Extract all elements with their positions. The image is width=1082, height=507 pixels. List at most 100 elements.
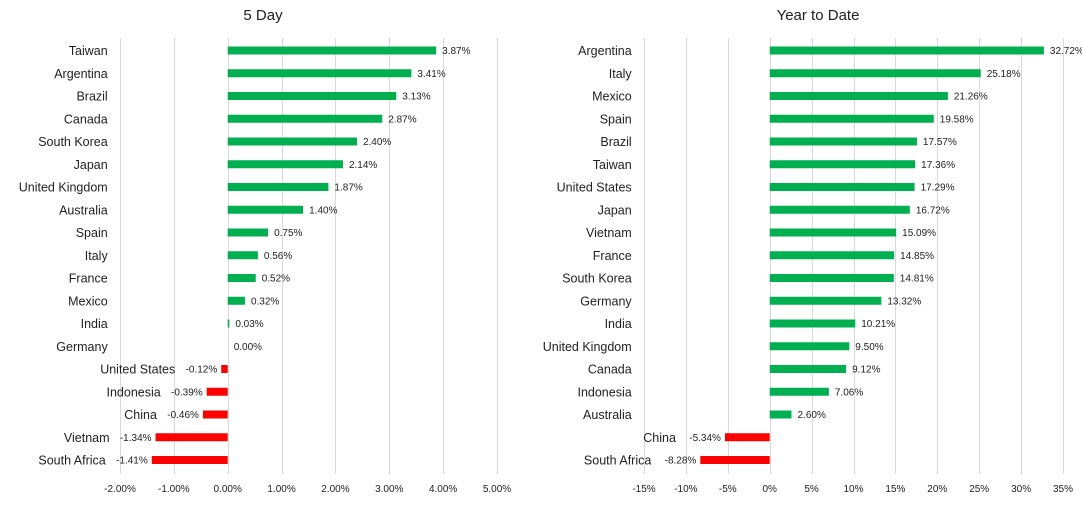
ytd-bar: [769, 365, 847, 373]
ytd-category-label: South Korea: [562, 272, 632, 286]
five-day-data-label: 2.14%: [349, 160, 377, 171]
ytd-bar: [769, 410, 792, 419]
five-day-chart: 5 Day -2.00% -1.00% 0.00% 1.00% 2.00% 3.00% 4.0…: [19, 7, 512, 495]
five-day-category-label: Italy: [85, 249, 109, 263]
five-day-x-tick-label: -1.00%: [158, 484, 190, 495]
ytd-bar: [769, 251, 895, 260]
five-day-category-label: China: [124, 408, 157, 422]
ytd-bar: [769, 160, 916, 169]
ytd-category-label: United Kingdom: [543, 340, 632, 354]
ytd-category-label: Spain: [600, 112, 632, 126]
five-day-data-label: -0.46%: [167, 410, 199, 421]
five-day-bar: [151, 456, 228, 464]
ytd-category-label: France: [593, 249, 632, 263]
five-day-bar: [206, 387, 228, 396]
ytd-chart-title: Year to Date: [777, 7, 860, 24]
ytd-data-label: 13.32%: [887, 296, 921, 307]
five-day-data-label: 3.87%: [442, 46, 470, 57]
five-day-category-label: Brazil: [76, 90, 107, 104]
ytd-data-label: 21.26%: [954, 92, 988, 103]
five-day-data-label: -1.34%: [120, 433, 152, 444]
five-day-data-label: 1.87%: [334, 183, 362, 194]
five-day-category-label: United Kingdom: [19, 181, 108, 195]
five-day-x-tick-label: 0.00%: [214, 484, 242, 495]
five-day-category-label: Canada: [64, 112, 108, 126]
year-to-date-chart: Year to Date -15% -10% -5% 0% 5% 10% 15% 20% 25% 3…: [543, 7, 1082, 495]
five-day-bar: [155, 433, 228, 442]
ytd-data-label: 14.85%: [900, 251, 934, 262]
five-day-x-tick-label: 3.00%: [375, 484, 403, 495]
five-day-bar: [227, 251, 258, 260]
ytd-category-label: Mexico: [592, 90, 632, 104]
five-day-category-label: Argentina: [54, 67, 108, 81]
ytd-x-tick-label: 10%: [843, 484, 863, 495]
five-day-data-label: 0.56%: [264, 251, 292, 262]
ytd-data-label: 17.36%: [921, 160, 955, 171]
five-day-data-label: -0.12%: [186, 365, 218, 376]
ytd-x-tick-label: 5%: [804, 484, 819, 495]
ytd-x-tick-label: 30%: [1011, 484, 1031, 495]
five-day-bar: [227, 296, 245, 305]
five-day-data-label: 0.52%: [262, 274, 290, 285]
ytd-category-label: United States: [557, 181, 632, 195]
ytd-data-label: 9.50%: [855, 342, 883, 353]
ytd-bar: [769, 137, 917, 146]
five-day-data-label: 0.32%: [251, 296, 279, 307]
five-day-x-tick-label: 2.00%: [321, 484, 349, 495]
five-day-category-label: India: [81, 317, 108, 331]
ytd-data-label: 16.72%: [916, 205, 950, 216]
ytd-data-label: 9.12%: [852, 365, 880, 376]
five-day-category-label: Taiwan: [69, 44, 108, 58]
ytd-bar: [700, 456, 770, 464]
five-day-x-tick-label: 5.00%: [483, 484, 511, 495]
five-day-category-label: Germany: [56, 340, 108, 354]
five-day-data-label: 3.13%: [402, 92, 430, 103]
five-day-category-label: United States: [100, 363, 175, 377]
five-day-bar: [221, 365, 228, 373]
five-day-category-label: Japan: [74, 158, 108, 172]
ytd-bar: [769, 92, 948, 100]
five-day-bar: [227, 160, 343, 169]
ytd-data-label: 25.18%: [987, 69, 1021, 80]
five-day-category-label: South Africa: [38, 454, 105, 468]
ytd-data-label: -8.28%: [665, 456, 697, 467]
five-day-bar: [227, 274, 256, 282]
five-day-data-label: 0.75%: [274, 228, 302, 239]
ytd-bar: [769, 114, 934, 123]
ytd-bar: [769, 342, 850, 351]
five-day-bar: [227, 183, 329, 191]
ytd-category-label: Australia: [583, 408, 632, 422]
ytd-x-tick-label: 0%: [762, 484, 777, 495]
five-day-category-label: Australia: [59, 203, 108, 217]
ytd-bar: [769, 319, 856, 328]
ytd-data-label: 15.09%: [902, 228, 936, 239]
ytd-x-tick-label: 25%: [969, 484, 989, 495]
ytd-category-label: Canada: [588, 363, 632, 377]
ytd-data-label: 7.06%: [835, 387, 863, 398]
ytd-category-label: Taiwan: [593, 158, 632, 172]
ytd-category-label: Vietnam: [586, 226, 632, 240]
ytd-category-label: Indonesia: [577, 385, 631, 399]
ytd-data-label: -5.34%: [689, 433, 721, 444]
ytd-x-tick-label: -10%: [674, 484, 697, 495]
five-day-bar: [227, 114, 383, 123]
ytd-bar: [769, 274, 894, 282]
ytd-data-label: 10.21%: [861, 319, 895, 330]
five-day-data-label: 3.41%: [417, 69, 445, 80]
five-day-data-label: 2.40%: [363, 137, 391, 148]
five-day-category-label: Vietnam: [64, 431, 110, 445]
ytd-category-label: Argentina: [578, 44, 632, 58]
five-day-bar: [227, 228, 269, 237]
five-day-bar: [227, 46, 437, 55]
ytd-bar: [769, 69, 981, 78]
ytd-bar: [769, 46, 1044, 55]
ytd-category-label: Italy: [609, 67, 633, 81]
ytd-bar: [769, 387, 829, 396]
five-day-data-label: 2.87%: [388, 114, 416, 125]
ytd-bar: [769, 183, 915, 191]
five-day-x-tick-label: -2.00%: [104, 484, 136, 495]
ytd-data-label: 17.57%: [923, 137, 957, 148]
five-day-data-label: 1.40%: [309, 205, 337, 216]
